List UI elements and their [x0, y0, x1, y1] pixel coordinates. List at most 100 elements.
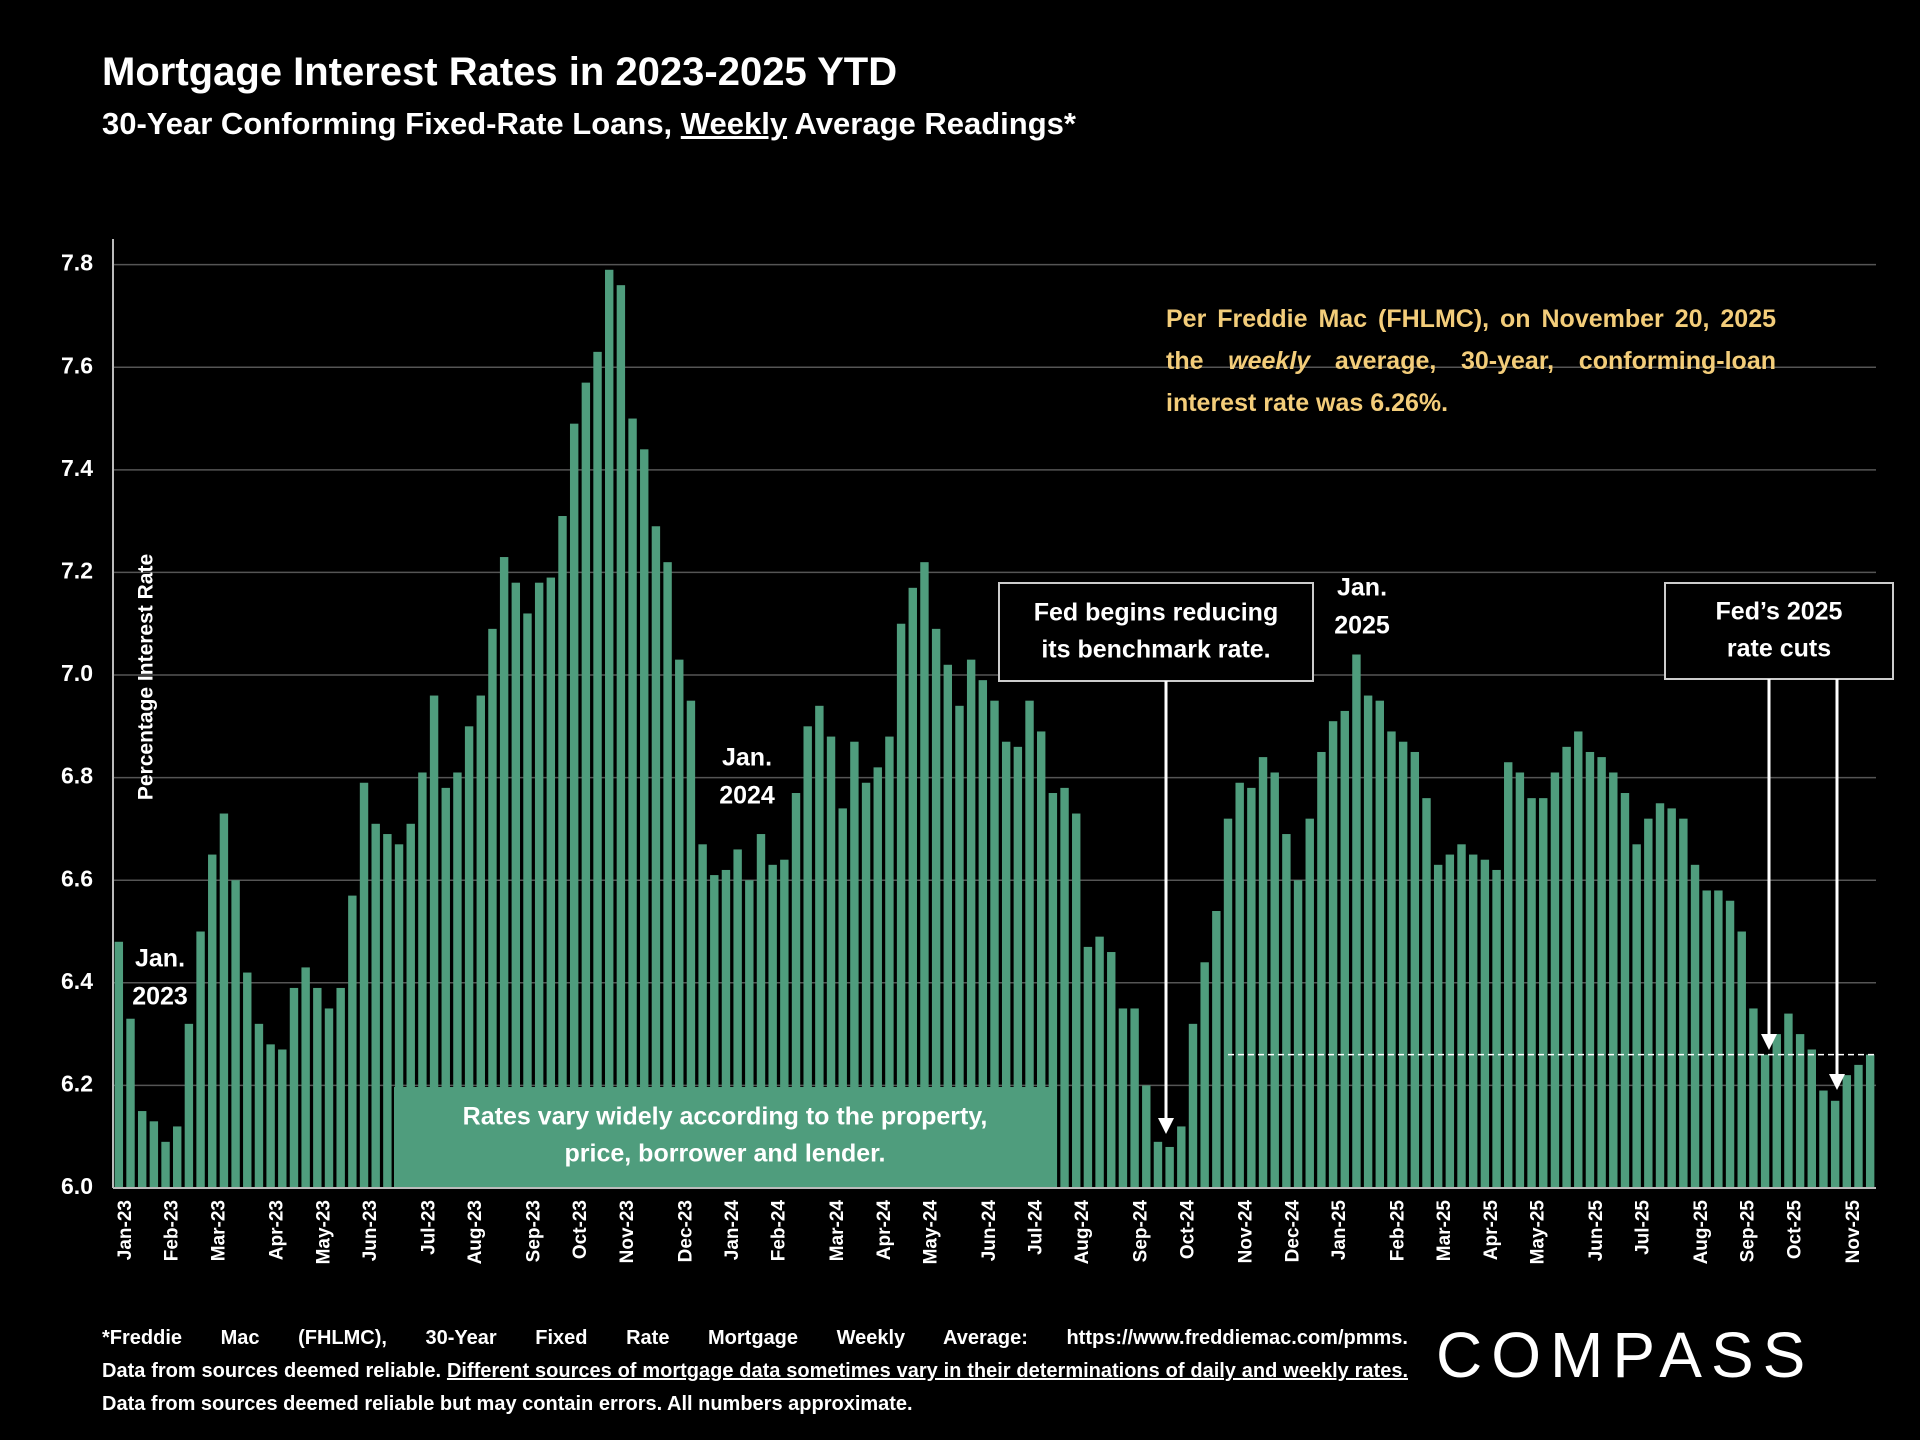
subtitle-part: 30-Year Conforming Fixed-Rate Loans,: [102, 106, 673, 141]
footer-part: Different sources of mortgage data somet…: [446, 1360, 1409, 1382]
y-tick-label: 6.4: [61, 968, 93, 994]
bar: [301, 967, 310, 1188]
bar: [1539, 798, 1548, 1188]
footer: *Freddie Mac (FHLMC), 30-Year Fixed Rate…: [102, 1322, 1408, 1421]
bar: [1270, 772, 1279, 1188]
bar: [499, 557, 509, 1188]
y-axis-title: Percentage Interest Rate: [135, 554, 158, 800]
bar: [1025, 700, 1034, 1188]
y-tick-label: 7.6: [61, 352, 93, 378]
bar: [1725, 900, 1735, 1188]
bar: [943, 664, 953, 1188]
bar: [955, 705, 964, 1188]
bar: [429, 695, 439, 1188]
annotation: Fed’s 2025: [1716, 598, 1843, 626]
arrow-head: [1761, 1034, 1777, 1050]
bar: [1118, 1008, 1128, 1188]
bar: [1153, 1141, 1163, 1188]
x-tick-label: May-23: [313, 1200, 334, 1264]
bar: [126, 1018, 135, 1188]
annotation: rate cuts: [1727, 635, 1831, 663]
bar: [1644, 818, 1653, 1188]
note-part: Per Freddie Mac (FHLMC), on November 20,…: [1166, 305, 1776, 375]
bar: [523, 613, 532, 1188]
annotation: Jan.: [135, 945, 185, 973]
bar: [978, 680, 988, 1188]
bar: [371, 823, 380, 1188]
bar: [1363, 695, 1373, 1188]
bar: [1258, 757, 1268, 1188]
x-tick-label: Aug-23: [465, 1200, 486, 1264]
bar: [1468, 854, 1478, 1188]
bar: [1585, 751, 1595, 1188]
arrow-head: [1829, 1074, 1845, 1090]
bar: [1457, 844, 1466, 1188]
bar: [896, 623, 906, 1188]
x-tick-label: Jul-23: [418, 1200, 439, 1255]
x-tick-label: Mar-25: [1434, 1200, 1455, 1262]
bar: [628, 418, 637, 1188]
y-tick-label: 6.6: [61, 865, 93, 891]
bar: [1107, 952, 1116, 1188]
bar: [1095, 936, 1104, 1188]
bar: [511, 582, 521, 1188]
bar: [815, 705, 824, 1188]
bar: [1854, 1064, 1863, 1188]
bar: [1515, 772, 1525, 1188]
bar: [1060, 787, 1069, 1188]
bar: [137, 1111, 147, 1188]
bar: [114, 941, 124, 1188]
bar: [1387, 731, 1396, 1188]
bar: [616, 285, 626, 1188]
bar: [1690, 864, 1700, 1188]
bar: [838, 808, 847, 1188]
bar: [1398, 741, 1408, 1188]
bar: [1072, 813, 1081, 1188]
x-tick-label: Jun-24: [979, 1200, 1000, 1262]
bar: [406, 823, 415, 1188]
bar: [289, 987, 299, 1188]
bar: [1702, 890, 1711, 1188]
bar: [768, 864, 777, 1188]
bar: [1247, 787, 1256, 1188]
bar: [1212, 910, 1221, 1188]
bar: [698, 844, 707, 1188]
bar: [441, 787, 450, 1188]
x-tick-label: Jul-24: [1026, 1200, 1047, 1255]
bar: [1048, 793, 1058, 1188]
bar: [1013, 746, 1023, 1188]
logo: COMPASS: [1436, 1319, 1815, 1391]
bar: [605, 269, 614, 1188]
y-tick-label: 6.0: [61, 1173, 93, 1199]
annotation: 2025: [1334, 612, 1390, 640]
title: Mortgage Interest Rates in 2023-2025 YTD: [102, 50, 898, 94]
annotation-box: [1664, 582, 1894, 680]
bar: [1632, 844, 1641, 1188]
bar: [931, 628, 941, 1188]
subtitle: 30-Year Conforming Fixed-Rate Loans, Wee…: [102, 106, 1076, 142]
bar: [383, 834, 392, 1188]
note-part: average, 30-year, conforming-loan intere…: [1166, 347, 1776, 417]
bar: [324, 1008, 334, 1188]
bar: [721, 869, 731, 1188]
x-tick-label: Apr-24: [874, 1200, 895, 1261]
bar: [1001, 741, 1011, 1188]
bar: [149, 1121, 159, 1188]
y-tick-label: 7.4: [61, 455, 93, 481]
bar: [1749, 1008, 1758, 1188]
bar: [1679, 818, 1688, 1188]
bar: [196, 931, 205, 1188]
bar: [278, 1049, 287, 1188]
bar: [1177, 1126, 1186, 1188]
bar: [908, 587, 917, 1188]
bar: [1527, 798, 1536, 1188]
bar: [803, 726, 812, 1188]
x-tick-label: Jun-25: [1586, 1200, 1607, 1262]
bar: [1223, 818, 1233, 1188]
bar: [488, 628, 497, 1188]
bar: [1795, 1034, 1805, 1188]
x-tick-label: Nov-23: [617, 1200, 638, 1263]
bar: [464, 726, 474, 1188]
y-tick-label: 7.8: [61, 250, 93, 276]
bar: [780, 859, 789, 1188]
